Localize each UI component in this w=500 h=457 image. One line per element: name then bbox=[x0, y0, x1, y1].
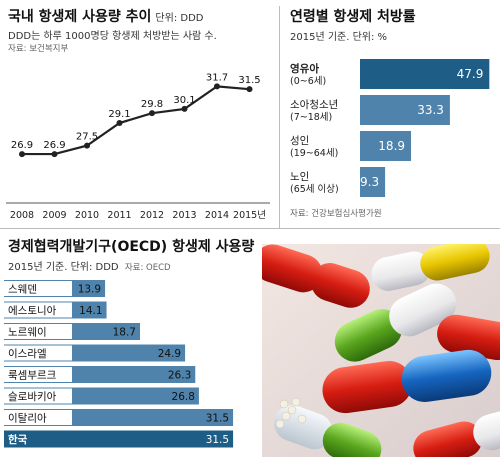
trend-point bbox=[214, 83, 220, 90]
oecd-value-label: 26.3 bbox=[168, 370, 191, 382]
age-value-label: 47.9 bbox=[457, 67, 484, 81]
oecd-label-box bbox=[4, 324, 72, 339]
trend-data-label: 26.9 bbox=[11, 140, 33, 151]
age-category-label: (65세 이상) bbox=[290, 184, 339, 195]
oecd-value-label: 14.1 bbox=[79, 305, 102, 317]
age-bar bbox=[360, 131, 412, 161]
oecd-value-label: 24.9 bbox=[158, 348, 181, 360]
trend-source: 자료: 보건복지부 bbox=[8, 44, 69, 54]
trend-panel: 국내 항생제 사용량 추이 단위: DDD DDD는 하루 1000명당 항생제 … bbox=[0, 0, 280, 228]
age-category-label: 영유아 bbox=[290, 62, 319, 75]
trend-x-tick-label: 2010 bbox=[75, 210, 99, 221]
age-category-label: (19~64세) bbox=[290, 148, 338, 159]
age-category-label: 성인 bbox=[290, 135, 309, 147]
oecd-label-box bbox=[4, 281, 72, 296]
oecd-title: 경제협력개발기구(OECD) 항생제 사용량 bbox=[8, 239, 255, 255]
age-value-label: 18.9 bbox=[378, 139, 405, 153]
trend-unit: 단위: DDD bbox=[155, 13, 204, 24]
vertical-divider bbox=[279, 6, 280, 228]
age-bar bbox=[360, 95, 450, 125]
age-source: 자료: 건강보험심사평가원 bbox=[290, 209, 382, 219]
trend-x-tick-label: 2013 bbox=[172, 210, 196, 221]
trend-data-label: 31.7 bbox=[206, 72, 228, 83]
trend-series-line bbox=[22, 85, 250, 156]
trend-point bbox=[51, 151, 58, 158]
oecd-label-box bbox=[4, 345, 72, 361]
oecd-category-label: 노르웨이 bbox=[8, 327, 47, 339]
trend-title: 국내 항생제 사용량 추이 bbox=[8, 9, 152, 25]
trend-data-label: 29.8 bbox=[141, 99, 163, 110]
trend-x-tick-label: 2015년 bbox=[233, 210, 266, 221]
oecd-category-label: 슬로바키아 bbox=[8, 391, 57, 403]
oecd-subtitle: 2015년 기준. 단위: DDD bbox=[8, 262, 119, 273]
trend-x-tick-label: 2014 bbox=[205, 210, 229, 221]
oecd-value-label: 18.7 bbox=[113, 327, 136, 339]
age-bar bbox=[360, 167, 386, 197]
age-subtitle: 2015년 기준. 단위: % bbox=[290, 32, 388, 43]
trend-x-tick-label: 2011 bbox=[107, 210, 131, 221]
age-value-label: 9.3 bbox=[360, 175, 379, 189]
trend-point bbox=[246, 86, 253, 93]
age-category-label: 노인 bbox=[290, 171, 309, 183]
age-value-label: 33.3 bbox=[417, 103, 444, 117]
oecd-label-box bbox=[4, 302, 72, 318]
trend-point bbox=[116, 120, 123, 127]
oecd-label-box bbox=[4, 367, 72, 382]
oecd-value-label: 31.5 bbox=[206, 413, 229, 425]
oecd-category-label: 룩셈부르크 bbox=[8, 370, 57, 382]
trend-x-tick-label: 2012 bbox=[140, 210, 164, 221]
oecd-bar-chart: 스웨덴 13.9 에스토니아 14.1 노르웨이 18.7 이스라엘 24.9 룩셈부르크 26.… bbox=[4, 280, 234, 448]
oecd-category-label: 에스토니아 bbox=[8, 305, 57, 317]
oecd-label-box bbox=[4, 388, 72, 404]
age-bar-chart: 47.9 영유아(0~6세) 33.3 소아청소년(7~18세) 18.9 성인(19~6… bbox=[290, 59, 490, 197]
oecd-panel: 경제협력개발기구(OECD) 항생제 사용량 2015년 기준. 단위: DDD… bbox=[0, 228, 500, 457]
oecd-value-label: 31.5 bbox=[206, 434, 229, 446]
trend-x-tick-label: 2008 bbox=[10, 210, 34, 221]
oecd-category-label: 스웨덴 bbox=[8, 284, 37, 296]
horizontal-divider bbox=[0, 228, 500, 229]
trend-subtitle: DDD는 하루 1000명당 항생제 처방받는 사람 수. bbox=[8, 31, 217, 42]
trend-x-tick-label: 2009 bbox=[42, 210, 66, 221]
age-title: 연령별 항생제 처방률 bbox=[290, 9, 416, 25]
oecd-label-box bbox=[4, 410, 72, 425]
trend-data-label: 27.5 bbox=[76, 132, 98, 143]
oecd-value-label: 13.9 bbox=[78, 284, 101, 296]
trend-point bbox=[149, 110, 155, 117]
oecd-label-box bbox=[4, 431, 72, 447]
antibiotic-capsules-image bbox=[262, 244, 500, 457]
trend-data-label: 30.1 bbox=[173, 95, 195, 106]
oecd-value-label: 26.8 bbox=[172, 391, 195, 403]
oecd-category-label: 이스라엘 bbox=[8, 347, 47, 360]
oecd-category-label: 한국 bbox=[8, 433, 28, 446]
age-bar bbox=[360, 59, 490, 89]
trend-title-row: 국내 항생제 사용량 추이 단위: DDD bbox=[8, 6, 203, 26]
trend-line-chart: 26.9 2008 26.9 2009 27.5 2010 29.1 2011 29.8 2012… bbox=[6, 72, 270, 221]
age-panel: 연령별 항생제 처방률 2015년 기준. 단위: % 47.9 영유아 (0~6세… bbox=[280, 0, 500, 228]
age-category-label: (7~18세) bbox=[290, 112, 332, 123]
trend-data-label: 31.5 bbox=[238, 75, 260, 86]
oecd-category-label: 이탈리아 bbox=[8, 412, 47, 425]
trend-data-label: 26.9 bbox=[43, 140, 65, 151]
trend-data-label: 29.1 bbox=[108, 109, 130, 120]
oecd-subtitle-row: 2015년 기준. 단위: DDD 자료: OECD bbox=[8, 258, 171, 273]
age-category-label: (0~6세) bbox=[290, 76, 326, 87]
oecd-source: 자료: OECD bbox=[124, 263, 171, 273]
trend-point bbox=[181, 105, 188, 112]
age-category-label: 소아청소년 bbox=[290, 99, 338, 111]
trend-point bbox=[19, 151, 25, 158]
trend-point bbox=[84, 142, 90, 149]
